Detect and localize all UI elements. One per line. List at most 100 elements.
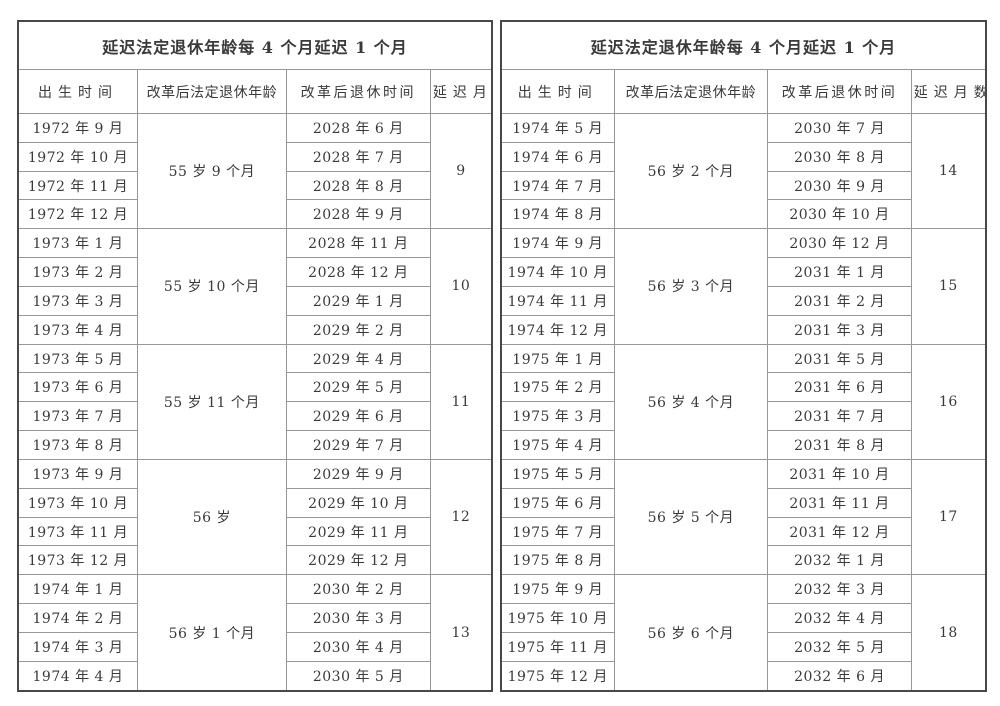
retirement-month-cell: 2030 年 8 月 xyxy=(767,141,912,172)
retirement-month-cell: 2029 年 10 月 xyxy=(285,487,431,518)
birth-month-cell: 1974 年 11 月 xyxy=(500,285,615,316)
retirement-month-cell: 2031 年 10 月 xyxy=(767,458,912,489)
delay-months-cell: 14 xyxy=(910,112,987,230)
table-row: 1974 年 5 月 56 岁 2 个月 2030 年 7 月 14 xyxy=(500,112,987,230)
table-row: 1973 年 6 月 2029 年 5 月 xyxy=(17,372,492,403)
table-row: 1973 年 9 月 56 岁 2029 年 9 月 12 xyxy=(17,458,493,576)
birth-month-cell: 1974 年 7 月 xyxy=(500,170,615,201)
column-header-post-reform-age: 改革后法定退休年龄 xyxy=(136,69,287,114)
retirement-month-cell: 2028 年 12 月 xyxy=(285,257,431,287)
retirement-month-cell: 2032 年 3 月 xyxy=(767,574,912,605)
birth-month-cell: 1973 年 12 月 xyxy=(17,545,138,576)
delay-months-cell: 15 xyxy=(910,228,987,345)
table-row: 1974 年 1 月 56 岁 1 个月 2030 年 2 月 13 xyxy=(17,574,493,692)
retirement-month-cell: 2030 年 12 月 xyxy=(767,228,912,259)
table-row: 1975 年 3 月 2031 年 7 月 xyxy=(500,401,986,432)
delay-months-cell: 12 xyxy=(429,458,493,576)
retirement-month-cell: 2029 年 11 月 xyxy=(285,516,431,547)
retirement-age-cell: 56 岁 3 个月 xyxy=(613,228,769,345)
birth-month-cell: 1973 年 2 月 xyxy=(17,257,138,287)
delay-months-cell: 11 xyxy=(429,343,493,460)
retirement-month-cell: 2030 年 4 月 xyxy=(285,631,431,662)
table-row: 1974 年 7 月 2030 年 9 月 xyxy=(500,170,986,201)
table-title: 延迟法定退休年龄每 4 个月延迟 1 个月 xyxy=(500,20,987,70)
table-row: 1974 年 11 月 2031 年 2 月 xyxy=(500,285,986,316)
birth-month-cell: 1973 年 6 月 xyxy=(17,372,138,403)
table-row: 1973 年 2 月 2028 年 12 月 xyxy=(17,257,492,287)
birth-month-cell: 1974 年 10 月 xyxy=(500,257,615,287)
delay-months-cell: 17 xyxy=(910,458,987,576)
table-row: 1975 年 10 月 2032 年 4 月 xyxy=(500,603,986,633)
column-header-post-reform-retire-time: 改革后退休时间 xyxy=(767,69,912,114)
retirement-age-cell: 56 岁 6 个月 xyxy=(613,574,769,692)
birth-month-cell: 1974 年 1 月 xyxy=(17,574,138,605)
column-header-delay-months: 延迟月数 xyxy=(429,69,493,114)
retirement-month-cell: 2030 年 2 月 xyxy=(285,574,431,605)
retirement-month-cell: 2030 年 9 月 xyxy=(767,170,912,201)
delay-months-cell: 16 xyxy=(910,343,987,460)
retirement-month-cell: 2031 年 12 月 xyxy=(767,516,912,547)
birth-month-cell: 1975 年 8 月 xyxy=(500,545,615,576)
birth-month-cell: 1974 年 4 月 xyxy=(17,660,138,692)
birth-month-cell: 1973 年 1 月 xyxy=(17,228,138,259)
birth-month-cell: 1975 年 1 月 xyxy=(500,343,615,374)
table-row: 1975 年 4 月 2031 年 8 月 xyxy=(500,430,986,460)
retirement-month-cell: 2031 年 6 月 xyxy=(767,372,912,403)
retirement-table-right: 延迟法定退休年龄每 4 个月延迟 1 个月 出生时间 改革后法定退休年龄 改革后退休时… xyxy=(500,20,987,692)
birth-month-cell: 1973 年 10 月 xyxy=(17,487,138,518)
birth-month-cell: 1975 年 11 月 xyxy=(500,631,615,662)
birth-month-cell: 1972 年 12 月 xyxy=(17,199,138,230)
retirement-month-cell: 2032 年 5 月 xyxy=(767,631,912,662)
birth-month-cell: 1973 年 11 月 xyxy=(17,516,138,547)
table-row: 1974 年 6 月 2030 年 8 月 xyxy=(500,141,986,172)
retirement-month-cell: 2028 年 7 月 xyxy=(285,141,431,172)
table-row: 1975 年 7 月 2031 年 12 月 xyxy=(500,516,986,547)
birth-month-cell: 1973 年 9 月 xyxy=(17,458,138,489)
birth-month-cell: 1973 年 3 月 xyxy=(17,285,138,316)
table-row: 1972 年 11 月 2028 年 8 月 xyxy=(17,170,492,201)
delay-months-cell: 10 xyxy=(429,228,493,345)
retirement-month-cell: 2030 年 3 月 xyxy=(285,603,431,633)
retirement-age-cell: 56 岁 xyxy=(136,458,287,576)
birth-month-cell: 1972 年 11 月 xyxy=(17,170,138,201)
birth-month-cell: 1973 年 7 月 xyxy=(17,401,138,432)
retirement-month-cell: 2029 年 5 月 xyxy=(285,372,431,403)
birth-month-cell: 1973 年 5 月 xyxy=(17,343,138,374)
table-row: 1975 年 12 月 2032 年 6 月 xyxy=(500,660,986,692)
birth-month-cell: 1974 年 2 月 xyxy=(17,603,138,633)
birth-month-cell: 1975 年 5 月 xyxy=(500,458,615,489)
birth-month-cell: 1975 年 10 月 xyxy=(500,603,615,633)
retirement-age-cell: 56 岁 4 个月 xyxy=(613,343,769,460)
retirement-month-cell: 2030 年 10 月 xyxy=(767,199,912,230)
table-row: 1974 年 4 月 2030 年 5 月 xyxy=(17,660,492,692)
birth-month-cell: 1974 年 12 月 xyxy=(500,314,615,345)
retirement-month-cell: 2032 年 1 月 xyxy=(767,545,912,576)
retirement-month-cell: 2029 年 9 月 xyxy=(285,458,431,489)
table-row: 1975 年 1 月 56 岁 4 个月 2031 年 5 月 16 xyxy=(500,343,987,460)
table-row: 1973 年 7 月 2029 年 6 月 xyxy=(17,401,492,432)
retirement-month-cell: 2031 年 5 月 xyxy=(767,343,912,374)
retirement-month-cell: 2028 年 9 月 xyxy=(285,199,431,230)
table-row: 1973 年 3 月 2029 年 1 月 xyxy=(17,285,492,316)
retirement-table-left: 延迟法定退休年龄每 4 个月延迟 1 个月 出生时间 改革后法定退休年龄 改革后退休时… xyxy=(17,20,493,692)
birth-month-cell: 1975 年 12 月 xyxy=(500,660,615,692)
retirement-month-cell: 2031 年 3 月 xyxy=(767,314,912,345)
table-row: 1975 年 5 月 56 岁 5 个月 2031 年 10 月 17 xyxy=(500,458,987,576)
table-row: 1974 年 3 月 2030 年 4 月 xyxy=(17,631,492,662)
retirement-age-cell: 55 岁 9 个月 xyxy=(136,112,287,230)
retirement-month-cell: 2028 年 11 月 xyxy=(285,228,431,259)
retirement-month-cell: 2030 年 7 月 xyxy=(767,113,912,143)
retirement-month-cell: 2031 年 7 月 xyxy=(767,401,912,432)
retirement-month-cell: 2031 年 1 月 xyxy=(767,257,912,287)
birth-month-cell: 1975 年 6 月 xyxy=(500,487,615,518)
column-header-birth-time: 出生时间 xyxy=(500,69,615,114)
table-row: 1974 年 2 月 2030 年 3 月 xyxy=(17,603,492,633)
retirement-month-cell: 2029 年 4 月 xyxy=(285,343,431,374)
retirement-month-cell: 2029 年 2 月 xyxy=(285,314,431,345)
retirement-month-cell: 2029 年 6 月 xyxy=(285,401,431,432)
table-row: 1973 年 4 月 2029 年 2 月 xyxy=(17,314,492,345)
birth-month-cell: 1974 年 9 月 xyxy=(500,228,615,259)
retirement-month-cell: 2029 年 1 月 xyxy=(285,285,431,316)
column-header-delay-months: 延迟月数 xyxy=(910,69,987,114)
